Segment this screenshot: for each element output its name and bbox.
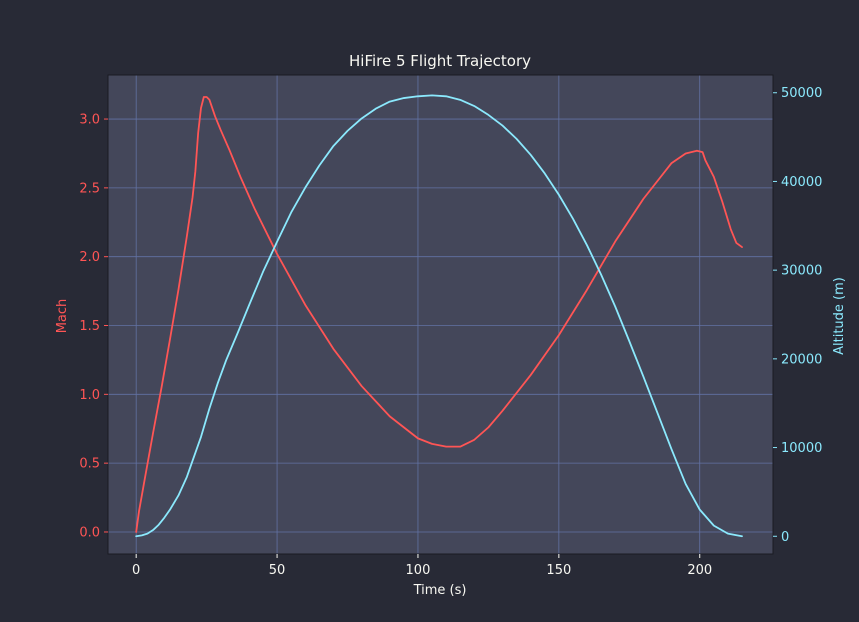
y-left-tick-label: 2.0 <box>79 250 100 265</box>
y-left-tick-label: 0.5 <box>79 457 100 472</box>
y-right-tick-label: 10000 <box>781 441 822 456</box>
x-axis: 0 50 100 150 200 <box>132 554 712 578</box>
y-axis-left: 0.0 0.5 1.0 1.5 2.0 2.5 3.0 <box>79 113 108 540</box>
y-axis-right: 0 10000 20000 30000 40000 50000 <box>773 86 822 545</box>
plot-area <box>108 75 773 554</box>
y-right-tick-label: 20000 <box>781 352 822 367</box>
series-line-mach <box>135 96 743 533</box>
y-right-tick-label: 30000 <box>781 264 822 279</box>
y-right-tick-label: 0 <box>781 530 789 545</box>
plot-frame <box>107 74 774 555</box>
series-layer <box>135 94 743 538</box>
y-left-tick-label: 1.0 <box>79 388 100 403</box>
x-tick-label: 150 <box>546 563 571 578</box>
y-axis-right-label: Altitude (m) <box>832 277 847 355</box>
chart-title: HiFire 5 Flight Trajectory <box>349 52 531 70</box>
x-tick-label: 0 <box>132 563 140 578</box>
y-left-tick-label: 3.0 <box>79 113 100 128</box>
y-axis-left-label: Mach <box>55 299 70 334</box>
series-line-altitude <box>135 94 743 538</box>
y-left-tick-label: 0.0 <box>79 525 100 540</box>
y-right-tick-label: 40000 <box>781 175 822 190</box>
y-right-tick-label: 50000 <box>781 86 822 101</box>
x-tick-label: 200 <box>687 563 712 578</box>
x-tick-label: 50 <box>269 563 286 578</box>
y-left-tick-label: 1.5 <box>79 319 100 334</box>
y-left-tick-label: 2.5 <box>79 181 100 196</box>
x-axis-label: Time (s) <box>413 583 467 598</box>
grid <box>108 75 773 554</box>
x-tick-label: 100 <box>406 563 431 578</box>
